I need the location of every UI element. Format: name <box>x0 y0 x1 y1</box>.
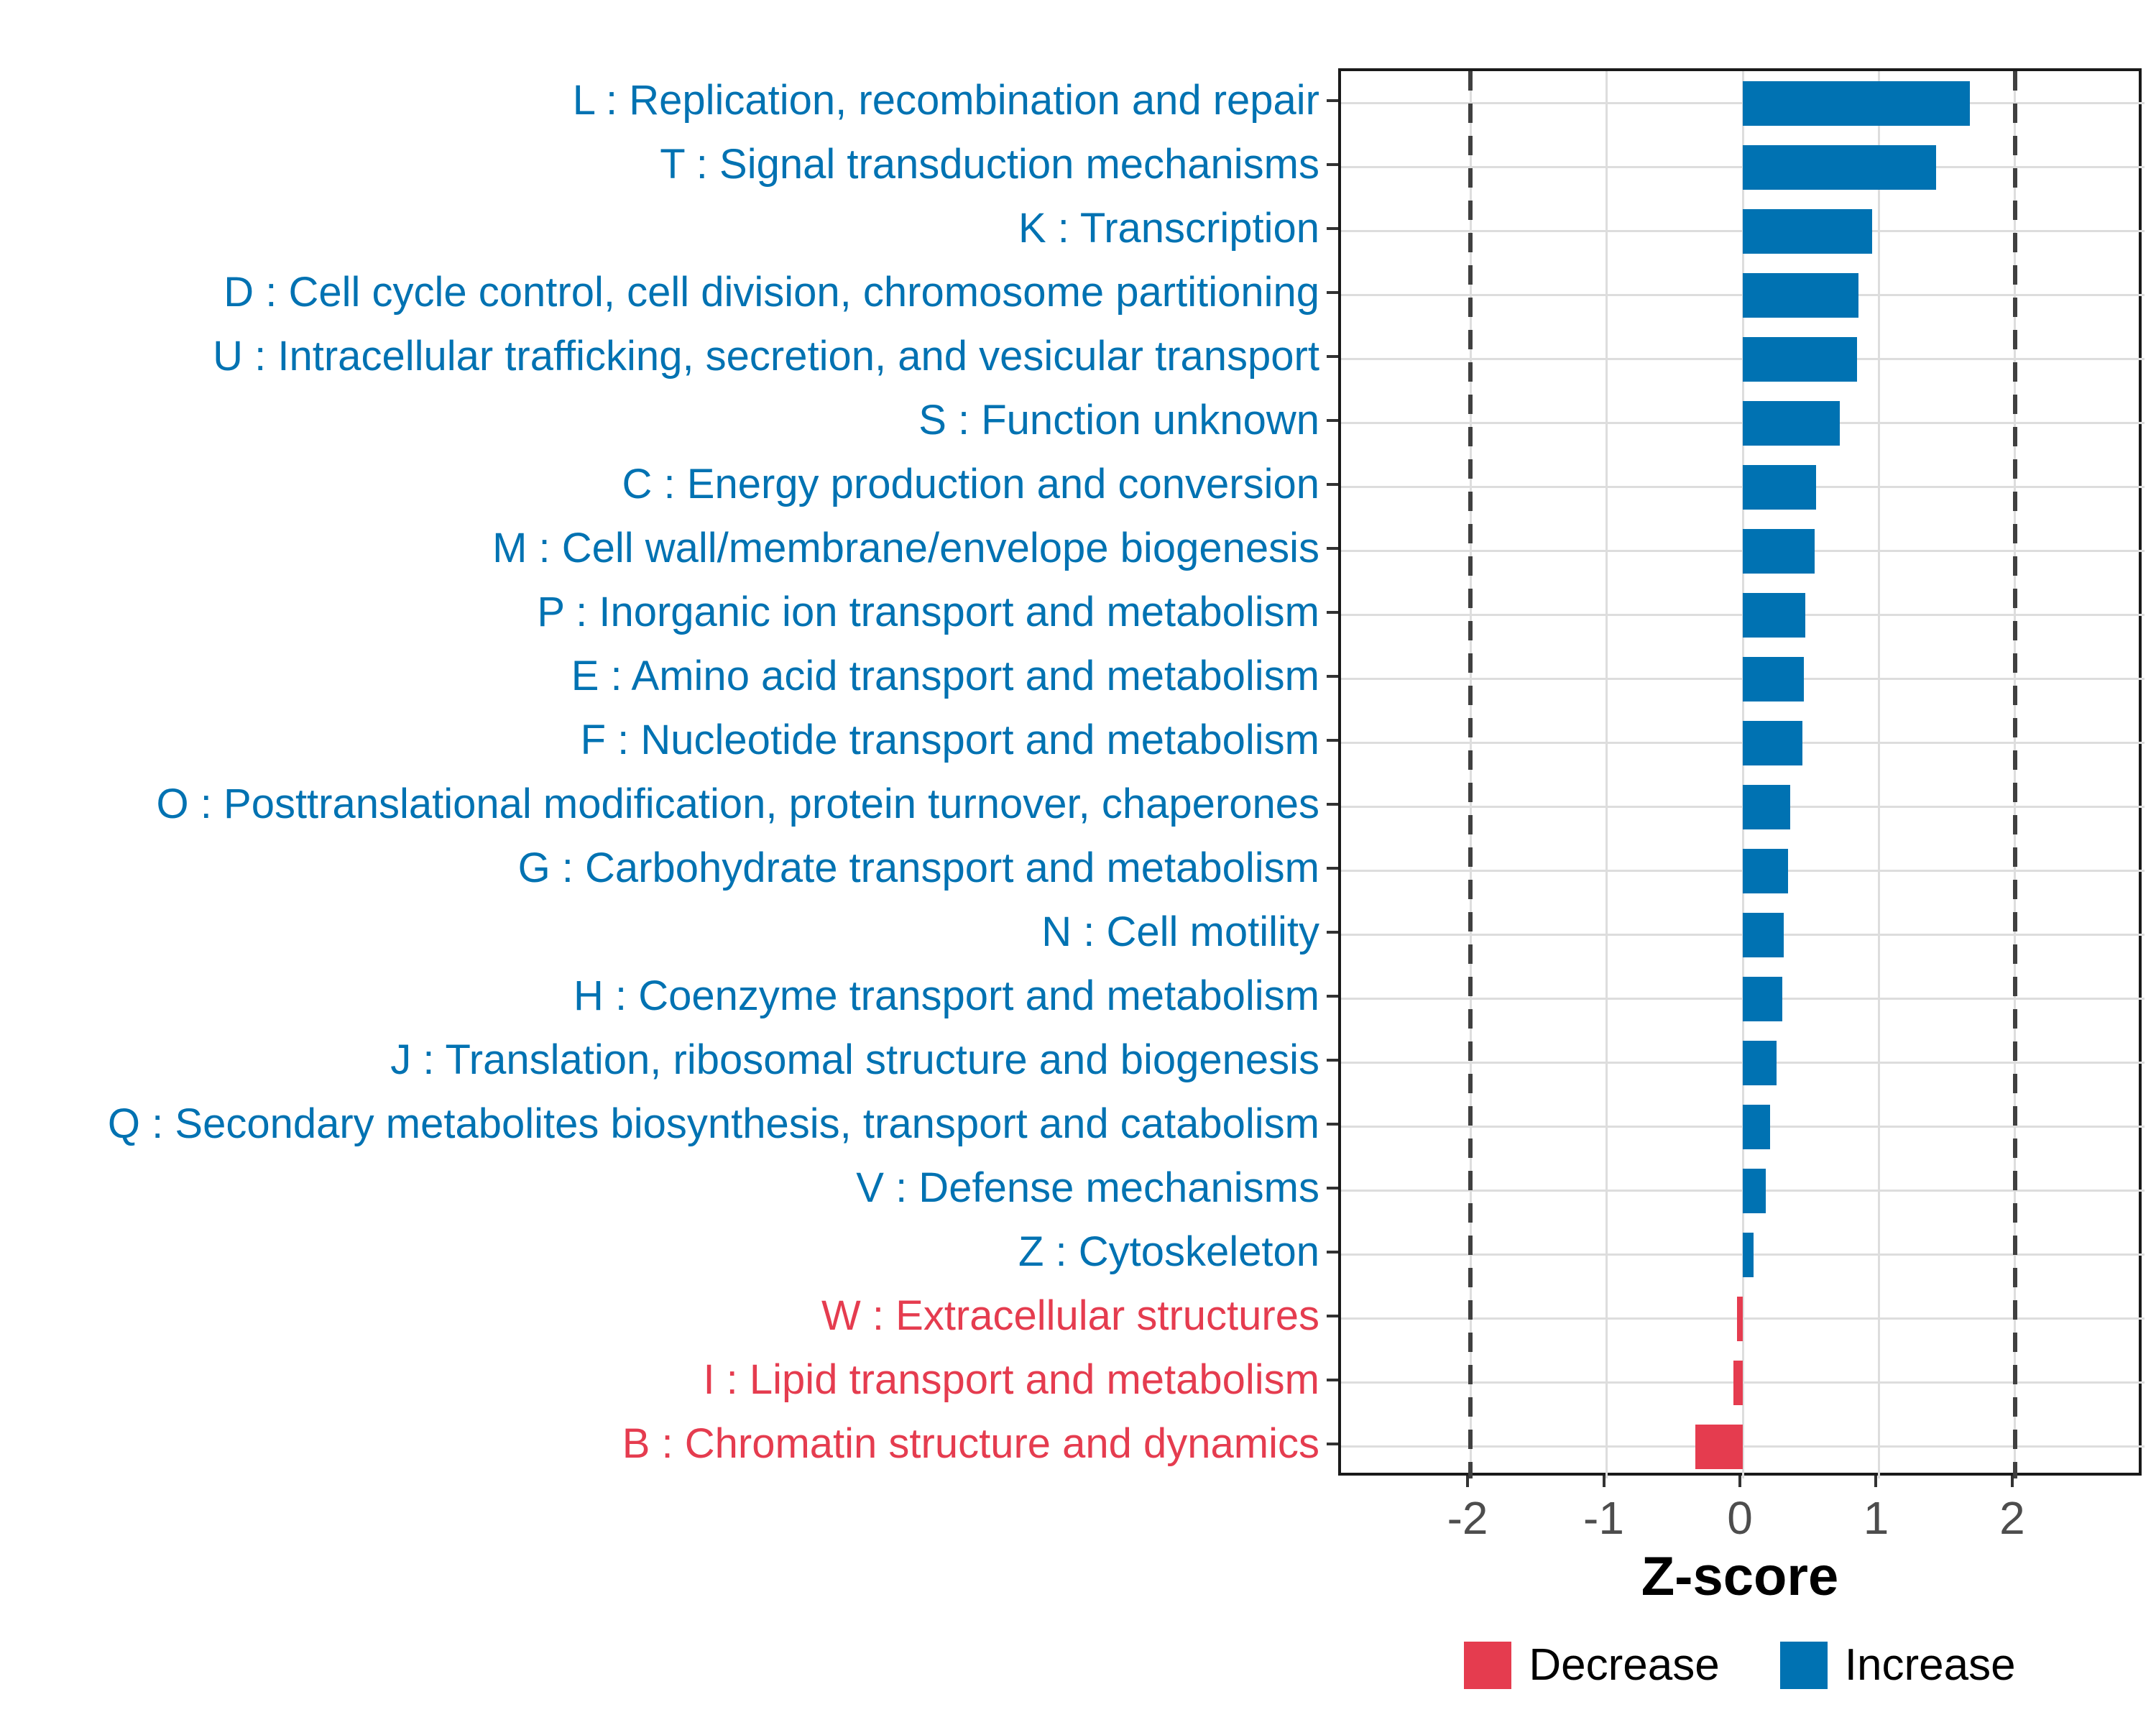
y-tick <box>1327 1442 1338 1445</box>
plot-panel <box>1338 68 2145 1478</box>
y-axis-label: E : Amino acid transport and metabolism <box>571 652 1319 699</box>
bar-G <box>1743 848 1788 893</box>
bar-H <box>1743 976 1782 1021</box>
reference-line <box>1468 71 1473 1478</box>
y-tick <box>1327 738 1338 742</box>
y-tick <box>1327 226 1338 230</box>
y-axis-label: L : Replication, recombination and repai… <box>572 76 1319 124</box>
bar-D <box>1743 272 1859 318</box>
y-tick <box>1327 1314 1338 1317</box>
y-tick <box>1327 1186 1338 1190</box>
y-axis-label: O : Posttranslational modification, prot… <box>156 780 1319 827</box>
bar-P <box>1743 592 1806 638</box>
bar-Z <box>1743 1232 1754 1277</box>
y-axis-label: B : Chromatin structure and dynamics <box>622 1420 1319 1467</box>
y-tick <box>1327 610 1338 614</box>
y-axis-label: C : Energy production and conversion <box>622 460 1319 507</box>
y-axis-label: G : Carbohydrate transport and metabolis… <box>517 844 1319 891</box>
y-tick <box>1327 546 1338 550</box>
x-tick-label: 2 <box>1999 1492 2025 1544</box>
y-axis-label: K : Transcription <box>1018 204 1319 252</box>
gridline-x <box>1606 71 1608 1478</box>
x-axis-title: Z-score <box>1641 1546 1839 1607</box>
bar-E <box>1743 656 1805 702</box>
y-axis-label: U : Intracellular trafficking, secretion… <box>213 332 1319 380</box>
y-tick <box>1327 1378 1338 1381</box>
y-tick <box>1327 98 1338 102</box>
y-tick <box>1327 866 1338 870</box>
bar-B <box>1695 1424 1743 1469</box>
y-tick <box>1327 994 1338 998</box>
bar-Q <box>1743 1104 1770 1149</box>
y-tick <box>1327 1058 1338 1062</box>
legend-item-decrease: Decrease <box>1464 1640 1720 1690</box>
bar-U <box>1743 336 1858 382</box>
legend-key-increase-swatch <box>1779 1642 1828 1689</box>
legend-label-decrease: Decrease <box>1529 1640 1720 1690</box>
y-axis-label: F : Nucleotide transport and metabolism <box>580 716 1319 763</box>
y-tick <box>1327 354 1338 358</box>
y-tick <box>1327 674 1338 678</box>
gridline-x <box>1741 71 1744 1478</box>
bar-O <box>1743 784 1791 829</box>
x-tick <box>2010 1476 2014 1487</box>
bar-C <box>1743 464 1817 510</box>
bar-T <box>1743 144 1937 190</box>
bar-I <box>1733 1360 1743 1405</box>
y-tick <box>1327 290 1338 294</box>
legend-item-increase: Increase <box>1779 1640 2016 1690</box>
bar-K <box>1743 208 1873 254</box>
bar-J <box>1743 1040 1777 1085</box>
x-tick <box>1738 1476 1741 1487</box>
y-axis-label: P : Inorganic ion transport and metaboli… <box>537 588 1319 635</box>
y-tick <box>1327 1122 1338 1126</box>
x-tick <box>1874 1476 1878 1487</box>
bar-W <box>1737 1296 1743 1341</box>
y-axis-label: T : Signal transduction mechanisms <box>660 140 1319 188</box>
gridline-x <box>1877 71 1880 1478</box>
x-tick-label: 1 <box>1863 1492 1889 1544</box>
bar-M <box>1743 528 1815 574</box>
bar-S <box>1743 400 1840 446</box>
legend: Decrease Increase <box>1338 1633 2142 1698</box>
bar-F <box>1743 720 1803 765</box>
x-tick <box>1466 1476 1470 1487</box>
x-tick-label: 0 <box>1727 1492 1753 1544</box>
x-tick <box>1602 1476 1606 1487</box>
y-axis-label: H : Coenzyme transport and metabolism <box>573 972 1319 1019</box>
bar-V <box>1743 1168 1766 1213</box>
y-tick <box>1327 482 1338 486</box>
reference-line <box>2012 71 2017 1478</box>
y-tick <box>1327 1250 1338 1254</box>
y-tick <box>1327 802 1338 806</box>
y-axis-label: W : Extracellular structures <box>821 1292 1319 1339</box>
y-axis-label: S : Function unknown <box>918 396 1319 443</box>
legend-key-decrease-swatch <box>1464 1642 1512 1689</box>
y-axis-label: N : Cell motility <box>1041 908 1319 955</box>
y-axis-label: M : Cell wall/membrane/envelope biogenes… <box>492 524 1319 571</box>
y-tick <box>1327 418 1338 422</box>
bar-L <box>1743 80 1971 126</box>
bar-N <box>1743 912 1784 957</box>
x-tick-label: -2 <box>1447 1492 1488 1544</box>
y-axis-label: V : Defense mechanisms <box>856 1164 1319 1211</box>
y-axis-label: Z : Cytoskeleton <box>1018 1228 1319 1275</box>
y-axis-label: Q : Secondary metabolites biosynthesis, … <box>107 1100 1319 1147</box>
y-axis-label: D : Cell cycle control, cell division, c… <box>224 268 1319 316</box>
y-tick <box>1327 930 1338 934</box>
legend-label-increase: Increase <box>1844 1640 2016 1690</box>
y-axis-label: I : Lipid transport and metabolism <box>703 1356 1319 1403</box>
y-tick <box>1327 162 1338 166</box>
y-axis-label: J : Translation, ribosomal structure and… <box>390 1036 1319 1083</box>
x-tick-label: -1 <box>1583 1492 1624 1544</box>
